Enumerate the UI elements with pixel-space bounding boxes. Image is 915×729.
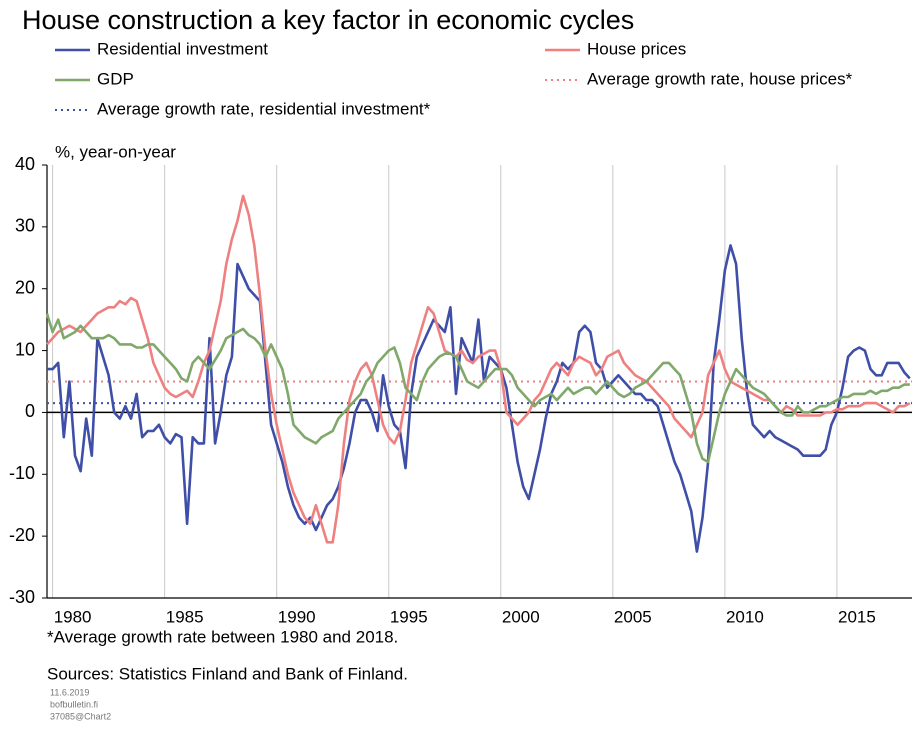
x-tick-label: 1995	[390, 607, 428, 626]
chart-title: House construction a key factor in econo…	[22, 5, 634, 35]
x-tick-label: 2015	[838, 607, 876, 626]
meta-site: bofbulletin.fi	[50, 699, 98, 709]
y-axis-label: %, year-on-year	[55, 142, 176, 161]
y-tick-label: 10	[15, 339, 35, 359]
x-tick-label: 1990	[278, 607, 316, 626]
source: Sources: Statistics Finland and Bank of …	[47, 664, 408, 683]
footnote: *Average growth rate between 1980 and 20…	[47, 627, 398, 646]
legend-label: Average growth rate, house prices*	[587, 69, 853, 88]
x-tick-label: 2000	[502, 607, 540, 626]
legend-label: Average growth rate, residential investm…	[97, 99, 431, 118]
x-tick-label: 2005	[614, 607, 652, 626]
y-tick-label: 30	[15, 216, 35, 236]
y-tick-label: -20	[9, 525, 35, 545]
legend-label: House prices	[587, 39, 686, 58]
y-tick-label: 20	[15, 277, 35, 297]
series-line	[46, 194, 911, 544]
y-tick-label: 40	[15, 154, 35, 174]
y-tick-label: -30	[9, 587, 35, 607]
series-line	[47, 244, 911, 553]
x-tick-label: 1980	[54, 607, 92, 626]
y-tick-label: 0	[25, 401, 35, 421]
meta-date: 11.6.2019	[50, 687, 89, 697]
y-tick-label: -10	[9, 463, 35, 483]
meta-id: 37085@Chart2	[50, 711, 111, 721]
x-tick-label: 1985	[166, 607, 204, 626]
legend-label: GDP	[97, 69, 134, 88]
x-tick-label: 2010	[726, 607, 764, 626]
legend-label: Residential investment	[97, 39, 268, 58]
series-line	[45, 313, 910, 464]
